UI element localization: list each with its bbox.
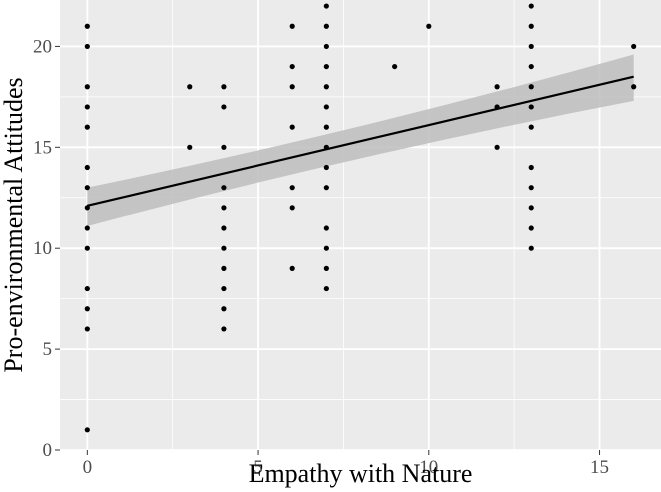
data-point — [84, 164, 90, 171]
data-point — [84, 84, 90, 90]
y-tick-label: 10 — [33, 238, 52, 259]
data-point — [221, 225, 227, 231]
data-point — [221, 326, 227, 332]
data-point — [289, 185, 295, 191]
data-point — [528, 63, 534, 70]
data-point — [323, 225, 329, 231]
data-point — [289, 63, 295, 70]
data-point — [528, 205, 534, 211]
data-point — [221, 144, 227, 150]
y-tick-label: 20 — [33, 36, 52, 57]
data-point — [323, 43, 329, 50]
y-axis-ticks: 0 5 10 15 20 — [33, 36, 60, 461]
data-point — [289, 205, 295, 211]
data-point — [221, 306, 227, 312]
x-tick-label: 5 — [253, 457, 263, 478]
data-point — [84, 326, 90, 332]
x-tick-label: 15 — [590, 457, 609, 478]
regression-line — [87, 75, 634, 207]
plot-panel — [60, 0, 661, 450]
x-axis-title: Empathy with Nature — [249, 459, 473, 488]
data-point — [187, 144, 193, 150]
data-point — [528, 225, 534, 231]
data-point — [221, 285, 227, 292]
data-point — [323, 285, 329, 292]
data-point — [84, 104, 90, 110]
data-point — [84, 185, 90, 191]
data-point — [631, 43, 637, 50]
data-point — [84, 285, 90, 292]
data-point — [323, 3, 329, 9]
data-point — [631, 84, 637, 90]
data-point — [221, 84, 227, 90]
data-point — [221, 245, 227, 251]
data-point — [323, 63, 329, 70]
data-point — [528, 43, 534, 50]
data-point — [494, 144, 500, 150]
y-tick-label: 0 — [43, 440, 53, 461]
x-tick-label: 10 — [419, 457, 438, 478]
y-tick-label: 15 — [33, 137, 52, 158]
x-tick-label: 0 — [83, 457, 93, 478]
data-point — [289, 84, 295, 90]
data-point — [392, 63, 398, 70]
data-point — [221, 185, 227, 191]
data-point — [528, 3, 534, 9]
data-point — [323, 124, 329, 130]
data-point — [323, 185, 329, 191]
data-point — [221, 205, 227, 211]
data-point — [528, 164, 534, 171]
data-point — [84, 245, 90, 251]
data-point — [528, 84, 534, 90]
data-point — [221, 265, 227, 271]
data-point — [84, 124, 90, 130]
data-point — [84, 43, 90, 50]
data-point — [528, 245, 534, 251]
data-point — [289, 265, 295, 271]
data-point — [289, 124, 295, 130]
data-point — [323, 23, 329, 29]
data-point — [494, 84, 500, 90]
y-axis-title: Pro-environmental Attitudes — [0, 77, 28, 372]
data-point — [323, 245, 329, 251]
data-point — [84, 306, 90, 312]
data-point — [289, 23, 295, 29]
data-point — [323, 164, 329, 171]
data-point — [84, 427, 90, 433]
data-point — [426, 23, 432, 29]
data-point — [323, 84, 329, 90]
data-point — [84, 225, 90, 231]
data-point — [221, 104, 227, 110]
x-axis-ticks: 0 5 10 15 — [83, 450, 609, 478]
data-point — [528, 185, 534, 191]
data-point — [187, 84, 193, 90]
data-point — [323, 265, 329, 271]
data-point — [84, 23, 90, 29]
data-point — [528, 23, 534, 29]
y-tick-label: 5 — [43, 339, 53, 360]
data-point — [528, 124, 534, 130]
data-point — [528, 104, 534, 110]
data-point — [323, 104, 329, 110]
